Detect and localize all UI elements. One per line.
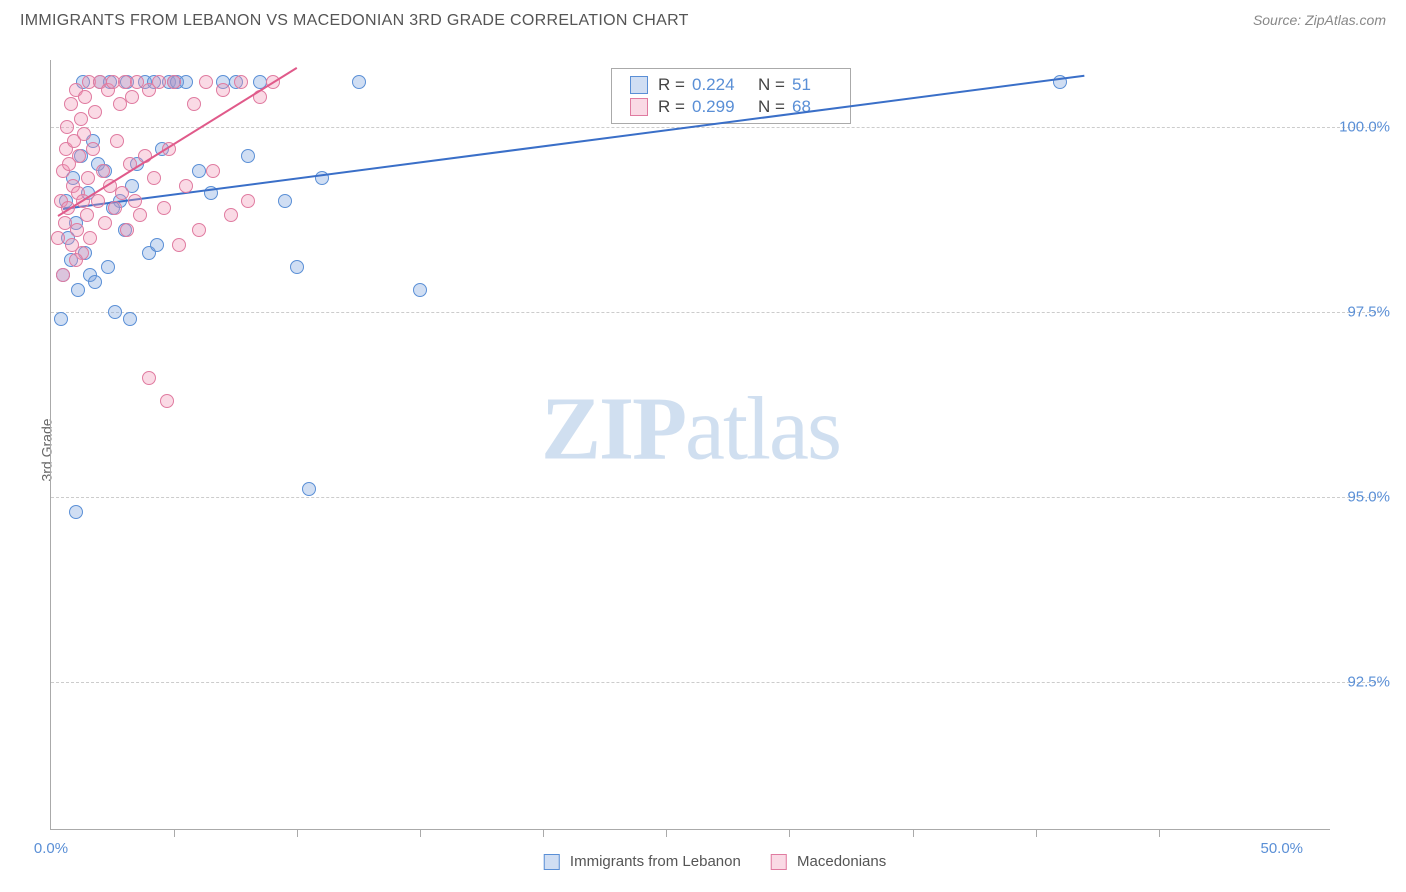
watermark: ZIPatlas (541, 378, 840, 481)
plot-area: ZIPatlas R = 0.224 N = 51 R = 0.299 N = … (50, 60, 1330, 830)
scatter-point-lebanon (352, 75, 366, 89)
legend-label-macedonian: Macedonians (797, 853, 886, 870)
scatter-point-macedonian (172, 238, 186, 252)
gridline-h (51, 682, 1380, 683)
scatter-point-macedonian (69, 253, 83, 267)
scatter-point-lebanon (413, 283, 427, 297)
x-tick (174, 829, 175, 837)
scatter-point-macedonian (179, 179, 193, 193)
scatter-point-macedonian (80, 208, 94, 222)
y-tick-label: 92.5% (1347, 673, 1390, 690)
scatter-point-macedonian (110, 134, 124, 148)
stats-r-macedonian: 0.299 (692, 97, 752, 117)
scatter-point-macedonian (88, 105, 102, 119)
scatter-point-lebanon (108, 305, 122, 319)
legend-item-macedonian: Macedonians (771, 853, 886, 870)
bottom-legend: Immigrants from Lebanon Macedonians (544, 853, 887, 870)
gridline-h (51, 312, 1380, 313)
x-tick (913, 829, 914, 837)
scatter-point-macedonian (128, 194, 142, 208)
stats-r-label-2: R = (658, 97, 686, 117)
scatter-point-macedonian (96, 164, 110, 178)
scatter-point-macedonian (60, 120, 74, 134)
stats-swatch-lebanon (630, 76, 648, 94)
y-tick-label: 97.5% (1347, 303, 1390, 320)
scatter-point-macedonian (206, 164, 220, 178)
y-tick-label: 100.0% (1339, 118, 1390, 135)
scatter-point-lebanon (278, 194, 292, 208)
gridline-h (51, 497, 1380, 498)
scatter-point-lebanon (302, 482, 316, 496)
legend-item-lebanon: Immigrants from Lebanon (544, 853, 741, 870)
x-tick (789, 829, 790, 837)
scatter-point-macedonian (72, 149, 86, 163)
scatter-point-macedonian (74, 112, 88, 126)
y-tick-label: 95.0% (1347, 488, 1390, 505)
x-tick-label: 50.0% (1260, 840, 1303, 857)
scatter-point-macedonian (108, 201, 122, 215)
scatter-point-macedonian (64, 97, 78, 111)
scatter-point-lebanon (290, 260, 304, 274)
stats-r-label: R = (658, 75, 686, 95)
chart-container: 3rd Grade ZIPatlas R = 0.224 N = 51 R = … (50, 60, 1380, 840)
legend-swatch-lebanon (544, 854, 560, 870)
scatter-point-macedonian (78, 90, 92, 104)
scatter-point-macedonian (157, 201, 171, 215)
stats-box: R = 0.224 N = 51 R = 0.299 N = 68 (611, 68, 851, 124)
scatter-point-macedonian (160, 394, 174, 408)
scatter-point-lebanon (54, 312, 68, 326)
scatter-point-lebanon (150, 238, 164, 252)
watermark-light: atlas (685, 380, 840, 479)
scatter-point-macedonian (224, 208, 238, 222)
stats-swatch-macedonian (630, 98, 648, 116)
scatter-point-lebanon (88, 275, 102, 289)
scatter-point-macedonian (133, 208, 147, 222)
stats-n-lebanon: 51 (792, 75, 832, 95)
watermark-bold: ZIP (541, 380, 685, 479)
x-tick-label: 0.0% (34, 840, 68, 857)
x-tick (666, 829, 667, 837)
scatter-point-macedonian (142, 371, 156, 385)
scatter-point-macedonian (81, 171, 95, 185)
scatter-point-lebanon (123, 312, 137, 326)
scatter-point-lebanon (69, 505, 83, 519)
scatter-point-lebanon (241, 149, 255, 163)
scatter-point-macedonian (83, 231, 97, 245)
scatter-point-macedonian (86, 142, 100, 156)
chart-title: IMMIGRANTS FROM LEBANON VS MACEDONIAN 3R… (20, 12, 689, 30)
scatter-point-macedonian (120, 223, 134, 237)
scatter-point-macedonian (98, 216, 112, 230)
x-tick (1036, 829, 1037, 837)
scatter-point-macedonian (77, 127, 91, 141)
scatter-point-macedonian (234, 75, 248, 89)
x-tick (1159, 829, 1160, 837)
scatter-point-macedonian (91, 194, 105, 208)
stats-n-label: N = (758, 75, 786, 95)
source-attribution: Source: ZipAtlas.com (1253, 12, 1386, 28)
scatter-point-macedonian (152, 75, 166, 89)
scatter-point-lebanon (179, 75, 193, 89)
scatter-point-macedonian (199, 75, 213, 89)
trend-line-lebanon (63, 75, 1085, 210)
scatter-point-macedonian (70, 223, 84, 237)
scatter-point-macedonian (147, 171, 161, 185)
scatter-point-macedonian (56, 268, 70, 282)
scatter-point-macedonian (216, 83, 230, 97)
scatter-point-lebanon (101, 260, 115, 274)
scatter-point-macedonian (187, 97, 201, 111)
scatter-point-macedonian (167, 75, 181, 89)
legend-swatch-macedonian (771, 854, 787, 870)
x-tick (420, 829, 421, 837)
x-tick (543, 829, 544, 837)
scatter-point-macedonian (51, 231, 65, 245)
scatter-point-lebanon (71, 283, 85, 297)
scatter-point-macedonian (192, 223, 206, 237)
scatter-point-macedonian (241, 194, 255, 208)
x-tick (297, 829, 298, 837)
gridline-h (51, 127, 1380, 128)
scatter-point-macedonian (125, 90, 139, 104)
stats-r-lebanon: 0.224 (692, 75, 752, 95)
scatter-point-lebanon (192, 164, 206, 178)
legend-label-lebanon: Immigrants from Lebanon (570, 853, 741, 870)
